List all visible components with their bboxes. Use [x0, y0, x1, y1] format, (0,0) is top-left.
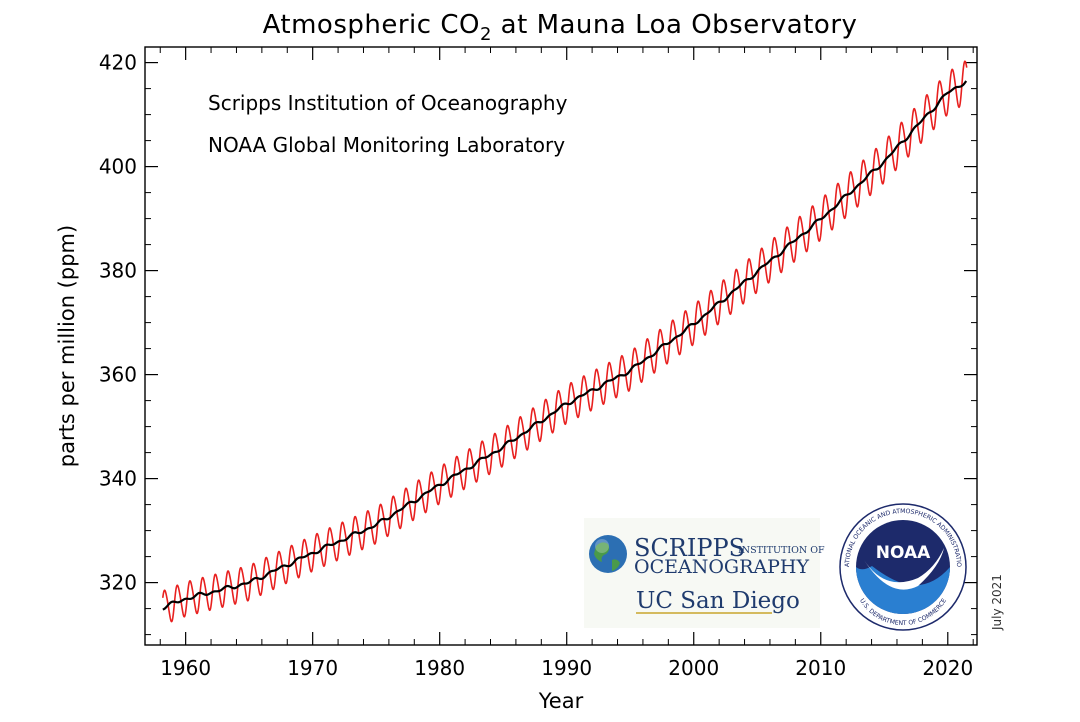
date-stamp: July 2021 [990, 574, 1004, 631]
x-tick-label: 1980 [414, 656, 465, 680]
chart-title: Atmospheric CO2 at Mauna Loa Observatory [263, 10, 858, 45]
noaa-logo-text: NOAA [876, 543, 931, 563]
y-tick-label: 320 [99, 571, 137, 595]
y-tick-label: 400 [99, 155, 137, 179]
series-monthly-line [161, 60, 968, 623]
tick-labels: 1960 1970 1980 1990 2000 2010 2020 320 340 360 380… [99, 51, 973, 680]
x-axis-label: Year [538, 689, 584, 713]
x-tick-label: 2000 [668, 656, 719, 680]
scripps-ucsd-logo: SCRIPPS INSTITUTION OF OCEANOGRAPHY UC S… [584, 518, 825, 628]
y-tick-label: 420 [99, 51, 137, 75]
y-axis-label: parts per million (ppm) [55, 225, 79, 467]
x-tick-label: 1960 [160, 656, 211, 680]
axis-ticks [145, 47, 977, 645]
scripps-oceanography-text: OCEANOGRAPHY [634, 556, 809, 578]
plot-frame [144, 46, 978, 646]
y-tick-label: 340 [99, 467, 137, 491]
y-tick-label: 380 [99, 259, 137, 283]
x-tick-label: 1990 [541, 656, 592, 680]
annotation-scripps: Scripps Institution of Oceanography [208, 91, 568, 115]
y-tick-label: 360 [99, 363, 137, 387]
x-tick-label: 2010 [795, 656, 846, 680]
x-tick-label: 1970 [287, 656, 338, 680]
annotation-noaa: NOAA Global Monitoring Laboratory [208, 133, 565, 157]
series-trend-line [162, 80, 968, 611]
ucsd-logo-text: UC San Diego [636, 588, 800, 614]
scripps-institution-text: INSTITUTION OF [738, 545, 825, 556]
series-group [161, 60, 968, 623]
globe-icon [589, 535, 627, 573]
x-tick-label: 2020 [922, 656, 973, 680]
scripps-logo-text: SCRIPPS [634, 534, 745, 562]
